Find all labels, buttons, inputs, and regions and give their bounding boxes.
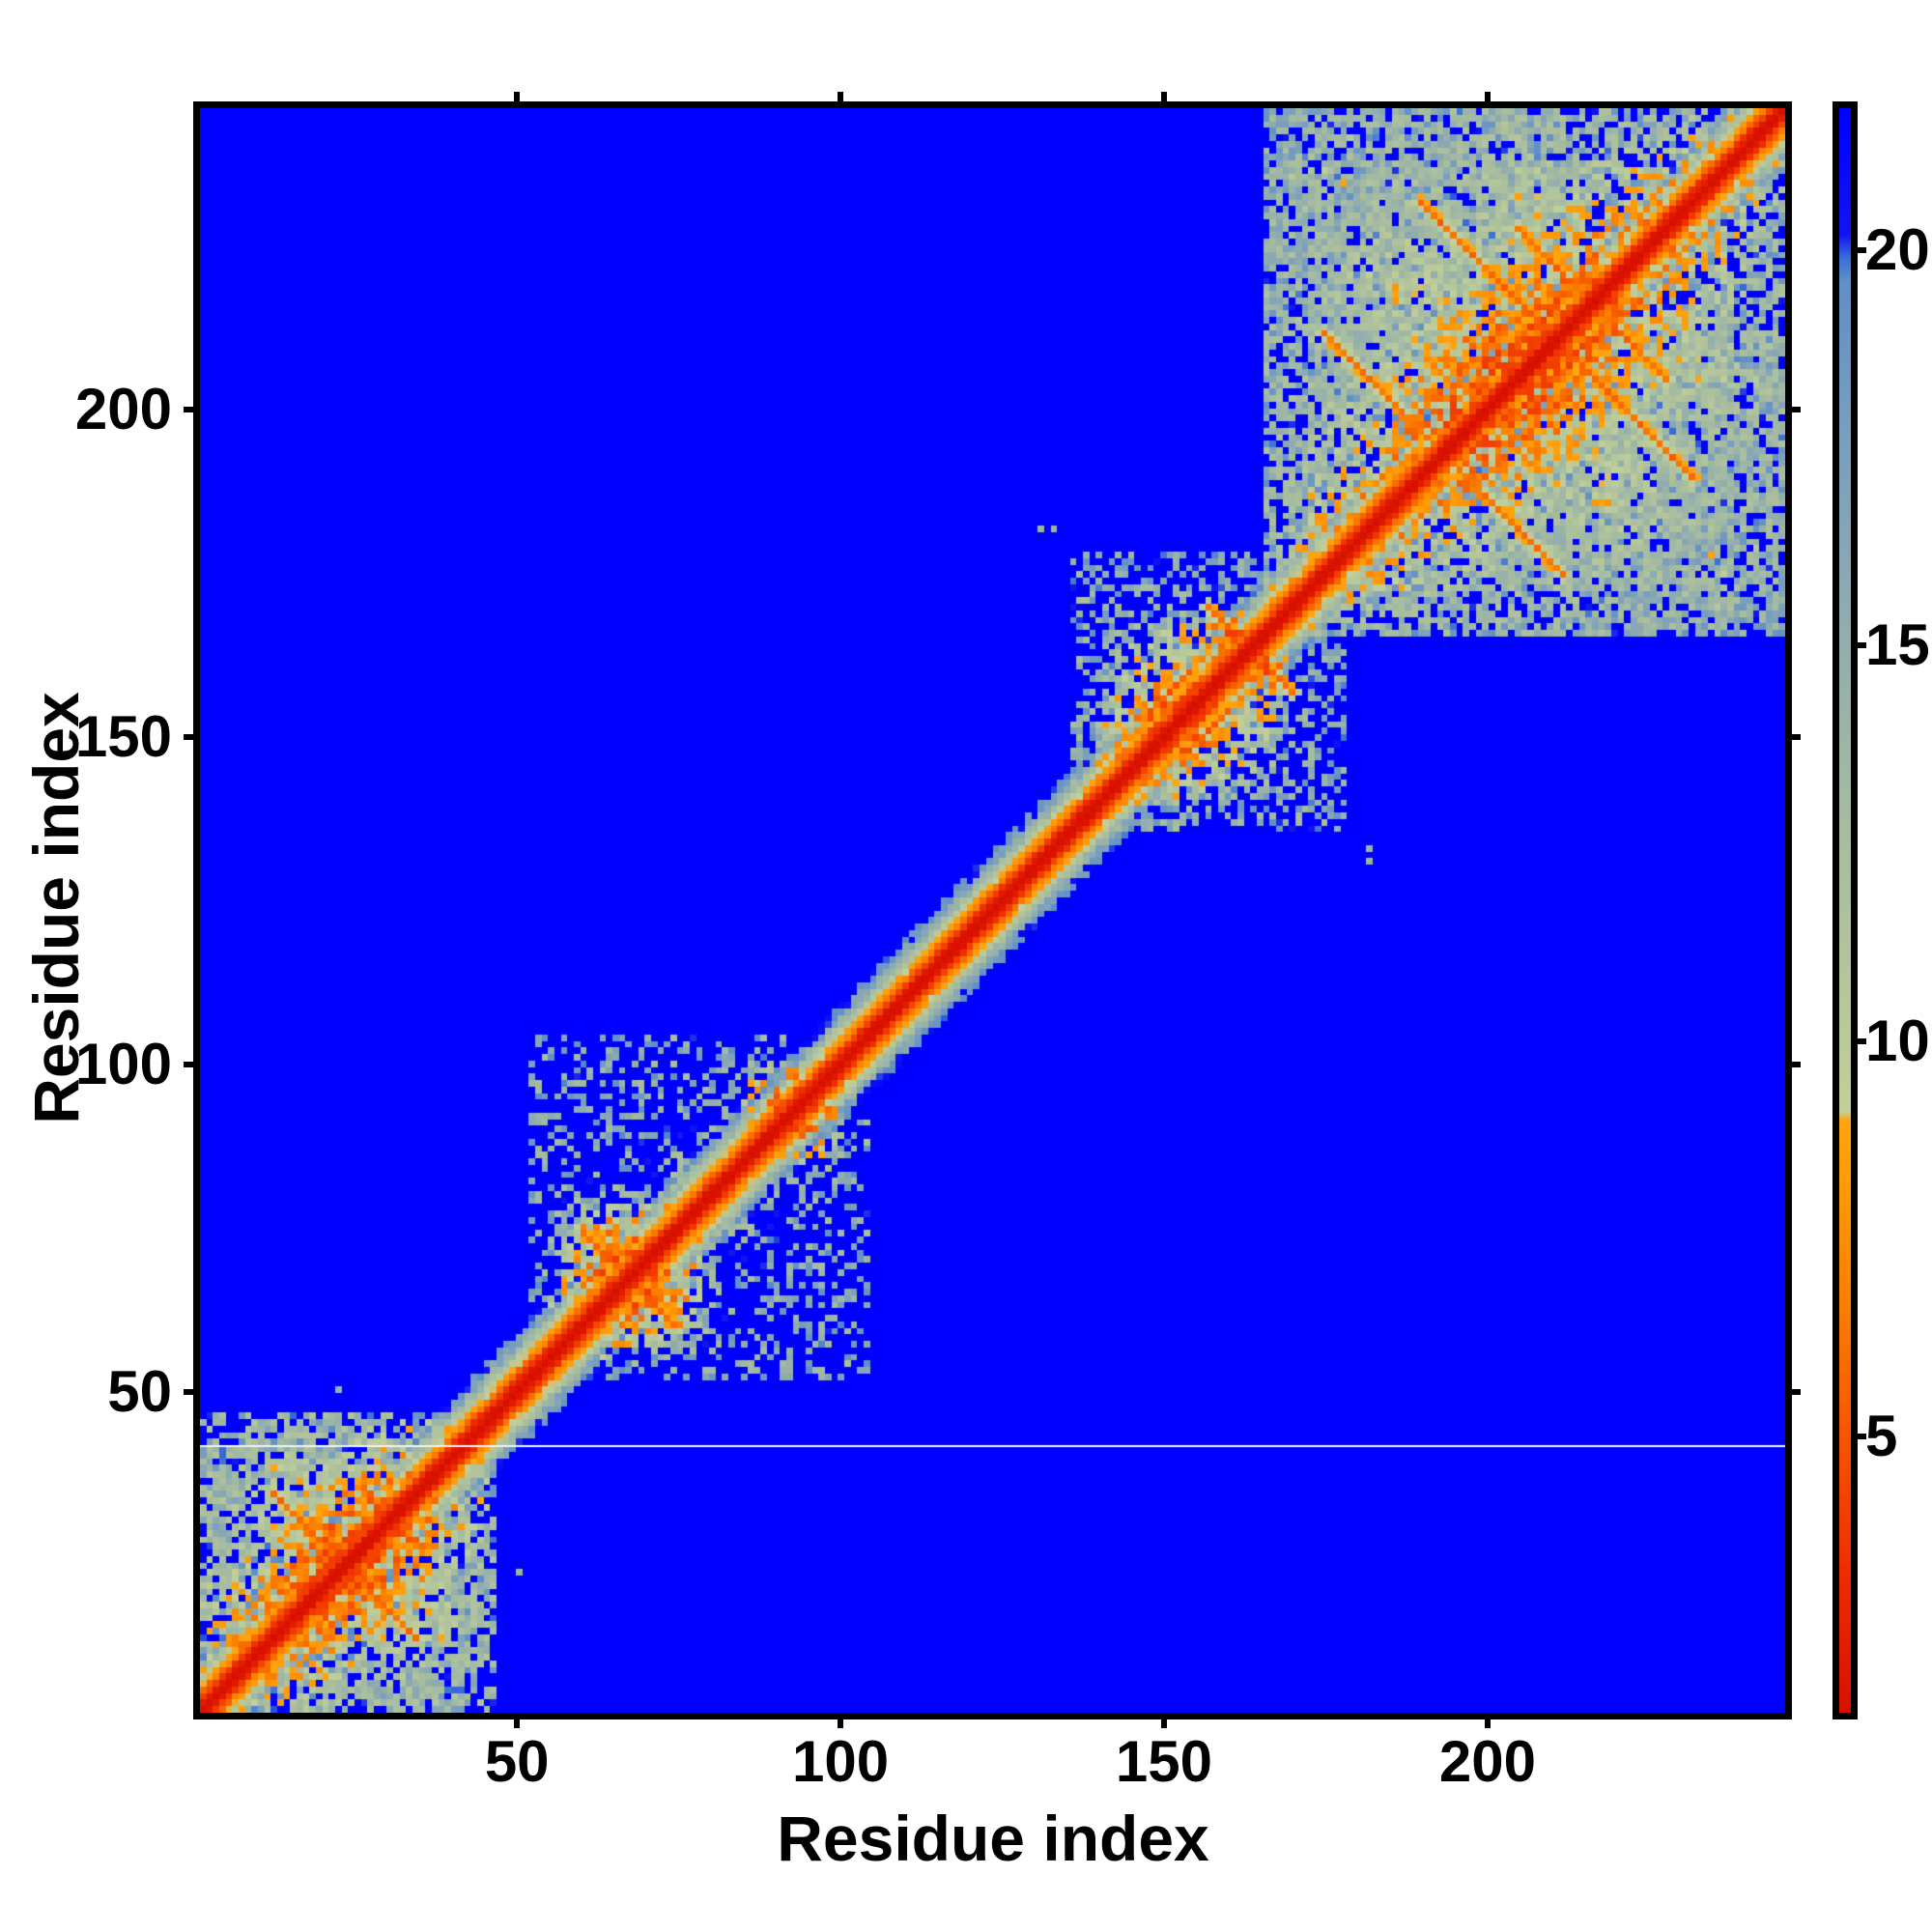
x-axis-tick-label-100: 100 bbox=[792, 1729, 890, 1794]
colorbar-tick-15 bbox=[1851, 642, 1866, 649]
colorbar-tick-5 bbox=[1851, 1433, 1866, 1439]
x-axis-tick-top-200 bbox=[1484, 92, 1491, 107]
y-axis-tick-150 bbox=[184, 733, 199, 740]
colorbar-tick-label-10: 10 bbox=[1865, 1008, 1930, 1073]
colorbar-tick-label-20: 20 bbox=[1865, 217, 1930, 283]
x-axis-tick-top-50 bbox=[514, 92, 521, 107]
x-axis-title: Residue index bbox=[777, 1803, 1209, 1874]
x-axis-tick-top-100 bbox=[838, 92, 844, 107]
colorbar-tick-label-15: 15 bbox=[1865, 612, 1930, 678]
colorbar bbox=[1833, 101, 1858, 1719]
x-axis-tick-label-150: 150 bbox=[1115, 1729, 1213, 1794]
contact-map-heatmap bbox=[200, 108, 1785, 1713]
y-axis-title: Residue index bbox=[20, 692, 92, 1124]
x-axis-tick-100 bbox=[838, 1713, 844, 1728]
y-axis-tick-label-200: 200 bbox=[74, 376, 172, 441]
y-axis-tick-label-100: 100 bbox=[74, 1031, 172, 1096]
x-axis-tick-label-50: 50 bbox=[484, 1729, 550, 1794]
colorbar-tick-label-5: 5 bbox=[1865, 1403, 1898, 1468]
y-axis-tick-label-50: 50 bbox=[107, 1358, 172, 1424]
y-axis-tick-50 bbox=[184, 1388, 199, 1395]
y-axis-tick-right-100 bbox=[1785, 1061, 1801, 1067]
y-axis-tick-right-50 bbox=[1785, 1388, 1801, 1395]
y-axis-tick-label-150: 150 bbox=[74, 703, 172, 769]
x-axis-tick-150 bbox=[1160, 1713, 1167, 1728]
y-axis-tick-right-150 bbox=[1785, 733, 1801, 740]
x-axis-tick-50 bbox=[514, 1713, 521, 1728]
colorbar-gradient bbox=[1839, 108, 1851, 1713]
y-axis-tick-200 bbox=[184, 406, 199, 412]
contact-map-plot-area bbox=[193, 101, 1792, 1719]
colorbar-tick-20 bbox=[1851, 247, 1866, 254]
x-axis-tick-200 bbox=[1484, 1713, 1491, 1728]
x-axis-tick-top-150 bbox=[1160, 92, 1167, 107]
y-axis-tick-100 bbox=[184, 1061, 199, 1067]
y-axis-tick-right-200 bbox=[1785, 406, 1801, 412]
x-axis-tick-label-200: 200 bbox=[1438, 1729, 1536, 1794]
colorbar-tick-10 bbox=[1851, 1037, 1866, 1044]
